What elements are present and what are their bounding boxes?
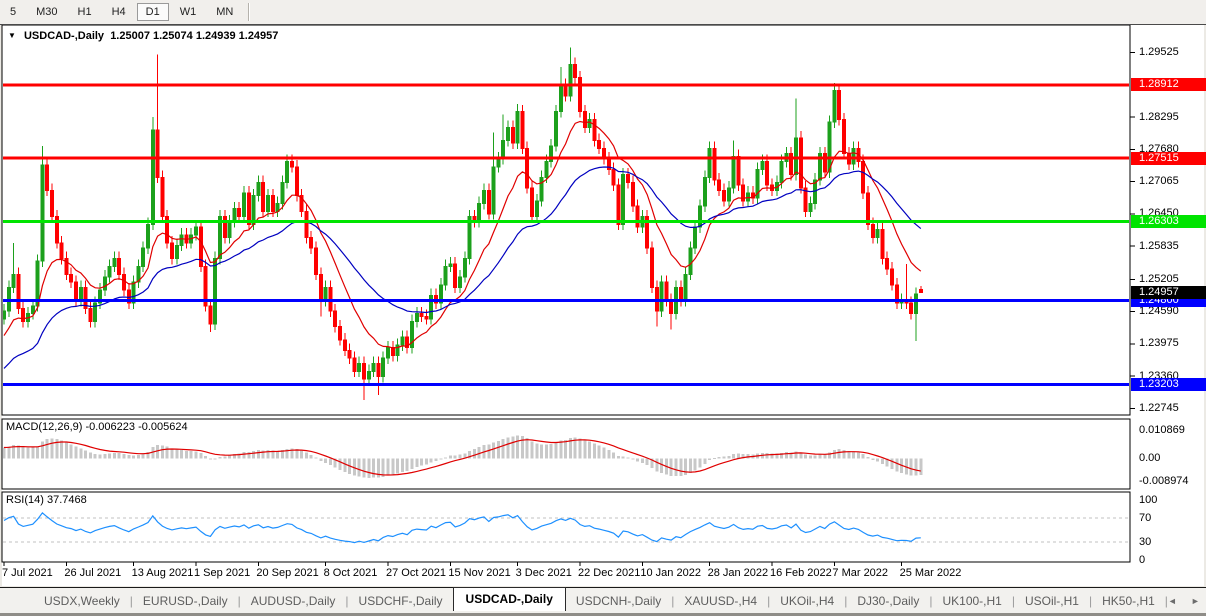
symbol-tab-bar: USDX,Weekly | EURUSD-,Daily | AUDUSD-,Daily |… (0, 587, 1206, 613)
macd-tick-label: -0.008974 (1139, 475, 1189, 488)
timeframe-button-mn[interactable]: MN (216, 6, 234, 18)
timeframe-button-h1[interactable]: H1 (77, 6, 92, 18)
level-price-badge: 1.28912 (1131, 78, 1206, 92)
tab-scroll-left-icon[interactable]: ◄ (1167, 595, 1177, 606)
level-price-badge: 1.26303 (1131, 215, 1206, 229)
price-tick-label: 1.25835 (1139, 239, 1179, 252)
date-tick-label: 1 Sep 2021 (194, 567, 251, 579)
chart-symbol-period: USDCAD-,Daily (23, 30, 105, 42)
rsi-indicator-label: RSI(14) 37.7468 (6, 494, 87, 506)
rsi-tick-label: 0 (1139, 553, 1146, 566)
date-tick-label: 7 Jul 2021 (2, 567, 53, 579)
macd-tick-label: 0.010869 (1139, 423, 1185, 436)
tab-separator: | (345, 593, 349, 608)
date-tick-label: 28 Jan 2022 (707, 567, 769, 579)
current-price-badge: 1.24957 (1131, 285, 1206, 299)
ma-fast-line (3, 120, 922, 349)
date-tick-label: 25 Mar 2022 (899, 567, 962, 579)
price-tick-label: 1.22745 (1139, 401, 1179, 414)
macd-tick-label: 0.00 (1139, 451, 1161, 464)
price-tick-label: 1.29525 (1139, 46, 1179, 59)
rsi-tick-label: 30 (1139, 535, 1152, 548)
tab-separator: | (844, 593, 848, 608)
price-tick-label: 1.23975 (1139, 337, 1179, 350)
date-tick-label: 8 Oct 2021 (323, 567, 378, 579)
chart-tab-usdx-weekly[interactable]: USDX,Weekly (44, 593, 120, 608)
chart-tab-ukoil-h4[interactable]: UKOil-,H4 (780, 593, 835, 608)
date-tick-label: 27 Oct 2021 (386, 567, 446, 579)
macd-indicator-label: MACD(12,26,9) -0.006223 -0.005624 (6, 421, 188, 433)
chart-collapse-icon[interactable]: ▼ (8, 31, 16, 40)
chart-tab-xauusd-h4[interactable]: XAUUSD-,H4 (684, 593, 758, 608)
timeframe-button-m30[interactable]: M30 (36, 6, 58, 18)
tab-separator: | (671, 593, 675, 608)
tab-separator: | (1164, 593, 1168, 608)
rsi-tick-label: 70 (1139, 511, 1152, 524)
tab-separator: | (129, 593, 133, 608)
chart-tab-dj30-daily[interactable]: DJ30-,Daily (857, 593, 920, 608)
tab-scroll-right-icon[interactable]: ► (1190, 595, 1200, 606)
timeframe-button-h4[interactable]: H4 (111, 6, 126, 18)
chart-tab-usoil-h1[interactable]: USOil-,H1 (1024, 593, 1079, 608)
tab-separator: | (767, 593, 771, 608)
level-price-badge: 1.27515 (1131, 151, 1206, 165)
timeframe-toolbar: 5 M30 H1 H4 D1 W1 MN (0, 0, 1206, 25)
chart-tab-eurusd-daily[interactable]: EURUSD-,Daily (142, 593, 228, 608)
date-tick-label: 15 Nov 2021 (448, 567, 511, 579)
chart-tab-hk50-h1[interactable]: HK50-,H1 (1102, 593, 1155, 608)
date-tick-label: 22 Dec 2021 (578, 567, 641, 579)
chart-tab-usdchf-daily[interactable]: USDCHF-,Daily (358, 593, 443, 608)
chart-ohlc-values: 1.25007 1.25074 1.24939 1.24957 (110, 30, 279, 42)
chart-tab-usdcad-daily[interactable]: USDCAD-,Daily (452, 587, 566, 611)
toolbar-separator (248, 3, 250, 21)
date-tick-label: 13 Aug 2021 (131, 567, 194, 579)
timeframe-button-d1[interactable]: D1 (136, 3, 169, 21)
timeframe-button-w1[interactable]: W1 (179, 6, 197, 18)
window-bottom-frame (0, 613, 1206, 616)
tab-separator: | (1088, 593, 1093, 608)
chart-tab-usdcnh-daily[interactable]: USDCNH-,Daily (575, 593, 662, 608)
chart-tab-audusd-daily[interactable]: AUDUSD-,Daily (250, 593, 336, 608)
date-tick-label: 10 Jan 2022 (640, 567, 701, 579)
date-tick-label: 20 Sep 2021 (256, 567, 319, 579)
price-tick-label: 1.24590 (1139, 305, 1179, 318)
date-tick-label: 3 Dec 2021 (515, 567, 572, 579)
chart-tab-uk100-h1[interactable]: UK100-,H1 (942, 593, 1002, 608)
date-tick-label: 26 Jul 2021 (64, 567, 122, 579)
tab-separator: | (929, 593, 933, 608)
timeframe-button-5[interactable]: 5 (10, 6, 17, 18)
price-tick-label: 1.28295 (1139, 110, 1179, 123)
level-price-badge: 1.23203 (1131, 377, 1206, 391)
date-tick-label: 7 Mar 2022 (832, 567, 889, 579)
chart-title: ▼ USDCAD-,Daily 1.25007 1.25074 1.24939 … (8, 30, 278, 42)
tab-separator: | (1011, 593, 1015, 608)
price-tick-label: 1.25205 (1139, 272, 1179, 285)
tab-separator: | (237, 593, 241, 608)
date-tick-label: 16 Feb 2022 (770, 567, 832, 579)
rsi-tick-label: 100 (1139, 493, 1158, 506)
price-tick-label: 1.27065 (1139, 175, 1179, 188)
